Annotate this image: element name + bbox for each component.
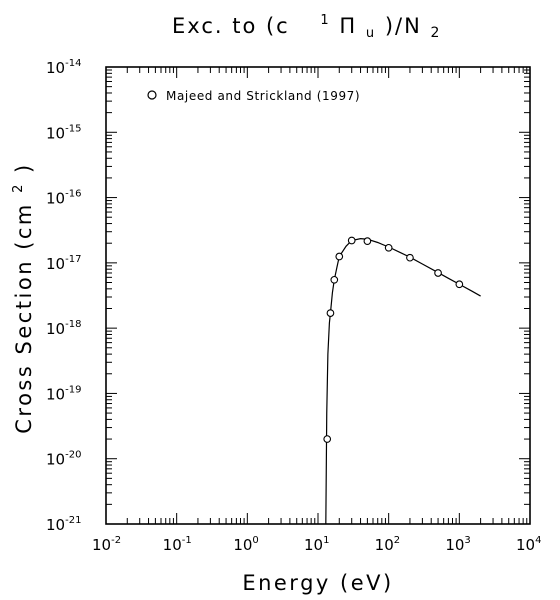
x-tick-label-base: 10 <box>233 536 252 554</box>
y-tick-label-exp: -17 <box>65 254 81 265</box>
data-point <box>363 237 372 246</box>
y-tick-label-base: 10 <box>46 320 65 338</box>
x-tick-label-base: 10 <box>92 536 111 554</box>
y-axis-label-sup: 2 <box>11 182 26 193</box>
y-tick-label-base: 10 <box>46 255 65 273</box>
x-tick-label-exp: -2 <box>111 535 121 546</box>
y-tick-label-base: 10 <box>46 190 65 208</box>
y-axis-label-main: Cross Section (cm <box>12 202 36 434</box>
data-point <box>330 275 339 284</box>
y-tick-label-exp: -15 <box>65 123 81 134</box>
x-tick-label-exp: 3 <box>464 535 470 546</box>
x-tick-label-base: 10 <box>163 536 182 554</box>
axis-tick-labels: 10-2 10-1 100 101 102 103 10410-2110-2010-1910… <box>46 58 541 554</box>
y-axis-label: Cross Section (cm 2 ) <box>3 162 36 434</box>
x-tick-label: 10-2 <box>92 535 121 554</box>
y-tick-label-base: 10 <box>46 59 65 77</box>
y-tick-label: 10-19 <box>46 384 81 403</box>
y-tick-label-base: 10 <box>46 451 65 469</box>
data-point <box>335 252 344 261</box>
y-tick-label-exp: -21 <box>65 515 81 526</box>
chart-title-state: Π <box>339 14 357 38</box>
y-tick-label-exp: -19 <box>65 384 81 395</box>
y-tick-label: 10-18 <box>46 319 81 338</box>
y-tick-label: 10-16 <box>46 189 81 208</box>
x-tick-label-base: 10 <box>304 536 323 554</box>
chart-title-sup: 1 <box>320 13 330 28</box>
y-tick-label-base: 10 <box>46 124 65 142</box>
chart-title-main: Exc. to (c <box>172 14 290 38</box>
data-point <box>406 253 414 262</box>
plot-frame <box>105 66 531 525</box>
chart-title-sub: u <box>366 26 376 41</box>
y-tick-label: 10-14 <box>46 58 81 77</box>
x-tick-label-base: 10 <box>516 536 535 554</box>
y-tick-label-base: 10 <box>46 385 65 403</box>
y-tick-label-exp: -18 <box>65 319 81 330</box>
x-tick-label-exp: 1 <box>323 535 329 546</box>
x-tick-label: 101 <box>304 535 329 554</box>
axis-ticks <box>105 67 530 525</box>
x-tick-label: 103 <box>445 535 470 554</box>
data-point <box>455 280 464 289</box>
y-tick-label-base: 10 <box>46 516 65 534</box>
y-tick-label: 10-20 <box>46 450 81 469</box>
x-tick-label-exp: -1 <box>182 535 192 546</box>
x-tick-label-base: 10 <box>445 536 464 554</box>
legend-label: Majeed and Strickland (1997) <box>166 89 360 103</box>
x-tick-label: 104 <box>516 535 541 554</box>
points-layer <box>323 236 464 443</box>
y-tick-label: 10-15 <box>46 123 81 142</box>
x-tick-label-exp: 2 <box>394 535 400 546</box>
chart-title-suffix: )/N <box>385 14 422 38</box>
data-point <box>323 435 332 443</box>
y-axis-label-suffix: ) <box>12 162 36 173</box>
x-tick-label: 102 <box>375 535 400 554</box>
data-point <box>347 236 356 245</box>
y-tick-label: 10-21 <box>46 515 81 534</box>
data-point <box>326 309 335 317</box>
x-tick-label: 10-1 <box>163 535 192 554</box>
data-point <box>434 269 442 277</box>
data-point <box>384 243 393 252</box>
chart-title-suffix-sub: 2 <box>430 25 441 41</box>
x-tick-label-exp: 0 <box>252 535 258 546</box>
x-tick-label-exp: 4 <box>535 535 541 546</box>
chart-title: Exc. to (c 1 Π u )/N 2 <box>172 5 441 42</box>
legend-marker <box>147 90 157 100</box>
legend: Majeed and Strickland (1997) <box>147 89 360 103</box>
x-axis-label: Energy (eV) <box>242 571 393 595</box>
y-tick-label: 10-17 <box>46 254 81 273</box>
x-tick-label: 100 <box>233 535 258 554</box>
y-tick-label-exp: -16 <box>65 189 81 200</box>
x-tick-label-base: 10 <box>375 536 394 554</box>
y-tick-label-exp: -20 <box>65 450 81 461</box>
y-tick-label-exp: -14 <box>65 58 81 69</box>
